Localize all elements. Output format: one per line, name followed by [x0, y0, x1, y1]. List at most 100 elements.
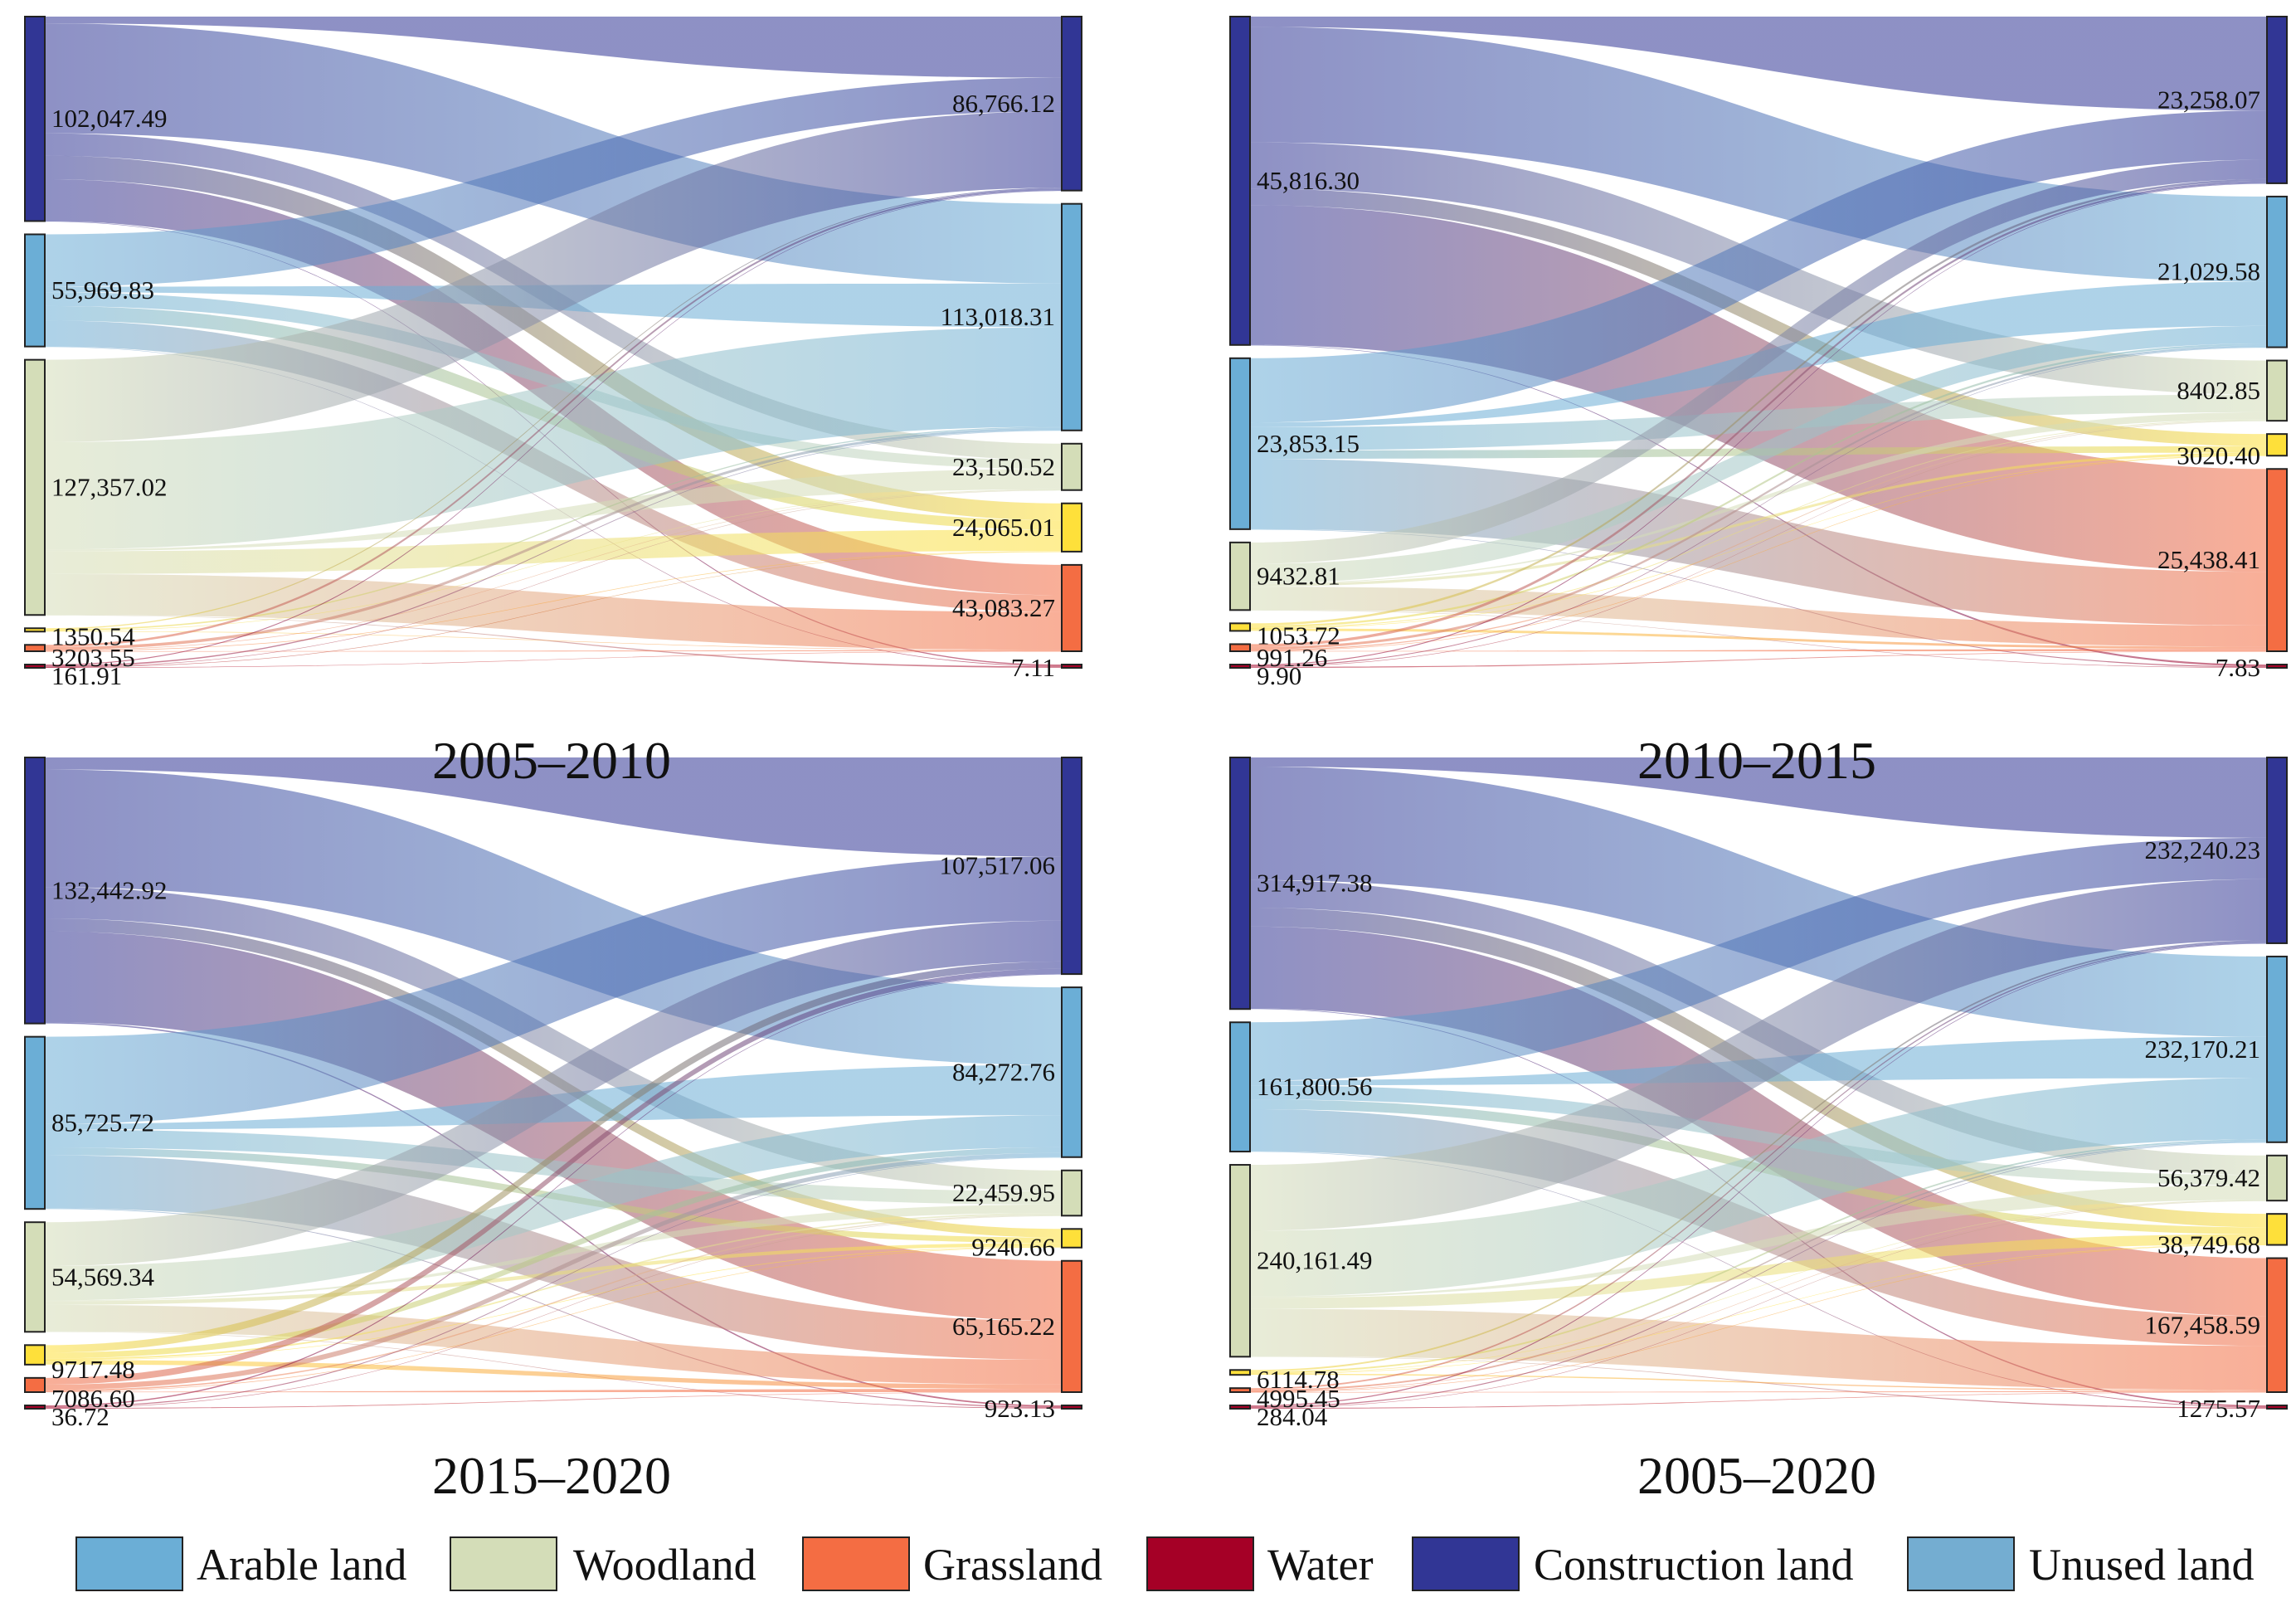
flow-arable-land-to-water [1250, 528, 2267, 668]
left-node-bar-construction-land [24, 16, 46, 222]
right-node-water: 923.13 [985, 1394, 1082, 1423]
right-node-grassland: 25,438.41 [2157, 468, 2288, 653]
left-node-label-unused-land: 6114.78 [1257, 1365, 1340, 1394]
right-node-bar-arable-land [2266, 955, 2288, 1143]
flows-2005-2020 [1250, 757, 2267, 1409]
flow-unused-land-to-grassland [45, 631, 1062, 650]
right-node-label-construction-land: 107,517.06 [940, 851, 1056, 880]
left-node-water: 161.91 [24, 661, 122, 690]
right-node-bar-construction-land [2266, 757, 2288, 944]
flow-woodland-to-grassland [45, 573, 1062, 650]
flow-woodland-to-arable-land [45, 1115, 1062, 1301]
flow-water-to-woodland [1250, 1200, 2267, 1409]
right-node-bar-grassland [1061, 1259, 1082, 1394]
right-node-label-grassland: 65,165.22 [952, 1312, 1055, 1341]
left-node-grassland: 4995.45 [1229, 1384, 1340, 1413]
left-node-bar-arable-land [24, 1035, 46, 1210]
right-node-unused-land: 24,065.01 [952, 502, 1082, 553]
left-node-bar-woodland [24, 358, 46, 616]
right-node-water: 1275.57 [2177, 1394, 2288, 1423]
flow-construction-land-to-arable-land [45, 23, 1062, 284]
flow-grassland-to-unused-land [45, 1247, 1062, 1392]
flow-grassland-to-unused-land [1250, 455, 2267, 651]
flow-grassland-to-grassland [45, 650, 1062, 652]
right-node-bar-unused-land [1061, 1228, 1082, 1249]
flow-arable-land-to-woodland [1250, 394, 2267, 450]
right-node-label-arable-land: 232,170.21 [2145, 1035, 2261, 1064]
right-node-woodland: 8402.85 [2177, 359, 2288, 422]
legend-item-grassland: Grassland [802, 1536, 1102, 1591]
flow-woodland-to-unused-land [45, 529, 1062, 574]
right-node-bar-unused-land [2266, 433, 2288, 457]
flow-woodland-to-arable-land [1250, 1078, 2267, 1297]
left-node-grassland: 7086.60 [24, 1376, 135, 1413]
left-node-label-unused-land: 9717.48 [51, 1355, 135, 1384]
right-node-label-arable-land: 113,018.31 [941, 302, 1055, 331]
flow-grassland-to-arable-land [1250, 345, 2267, 650]
flow-unused-land-to-construction-land [1250, 178, 2267, 626]
flow-unused-land-to-grassland [1250, 628, 2267, 650]
left-node-bar-unused-land [1229, 622, 1251, 632]
flow-construction-land-to-construction-land [1250, 17, 2267, 111]
right-node-label-unused-land: 24,065.01 [952, 513, 1055, 542]
left-node-construction-land: 45,816.30 [1229, 16, 1360, 346]
flow-grassland-to-arable-land [45, 427, 1062, 650]
flow-grassland-to-grassland [45, 1389, 1062, 1393]
right-node-bar-grassland [1061, 563, 1082, 652]
right-node-woodland: 23,150.52 [952, 442, 1082, 491]
flows-2015-2020 [45, 757, 1062, 1409]
right-node-woodland: 56,379.42 [2157, 1154, 2288, 1202]
flow-woodland-to-arable-land [45, 327, 1062, 550]
left-node-arable-land: 23,853.15 [1229, 357, 1360, 530]
flow-construction-land-to-grassland [1250, 205, 2267, 572]
left-node-label-unused-land: 1053.72 [1257, 621, 1340, 650]
right-node-label-woodland: 56,379.42 [2157, 1163, 2260, 1192]
legend-item-construction-land: Construction land [1412, 1536, 1853, 1591]
left-node-arable-land: 161,800.56 [1229, 1021, 1373, 1153]
left-node-woodland: 54,569.34 [24, 1221, 155, 1333]
right-node-bar-construction-land [1061, 16, 1082, 192]
left-node-unused-land: 9717.48 [24, 1344, 135, 1384]
flow-unused-land-to-unused-land [1250, 455, 2267, 630]
left-node-label-grassland: 991.26 [1257, 643, 1327, 672]
flow-grassland-to-construction-land [1250, 181, 2267, 647]
flow-grassland-to-woodland [1250, 1200, 2267, 1392]
left-node-label-construction-land: 45,816.30 [1257, 166, 1360, 195]
right-node-label-woodland: 22,459.95 [952, 1178, 1055, 1207]
flow-arable-land-to-water [45, 346, 1062, 667]
left-node-bar-unused-land [24, 1344, 46, 1366]
right-node-bar-woodland [1061, 1169, 1082, 1217]
flow-unused-land-to-construction-land [45, 961, 1062, 1353]
flow-arable-land-to-construction-land [45, 77, 1062, 287]
flow-unused-land-to-woodland [45, 489, 1062, 631]
right-node-label-unused-land: 3020.40 [2177, 441, 2260, 470]
flow-woodland-to-arable-land [1250, 325, 2267, 583]
panel-title-2015-2020: 2015–2020 [432, 1446, 671, 1505]
left-node-label-arable-land: 55,969.83 [51, 275, 154, 304]
left-node-woodland: 127,357.02 [24, 358, 168, 616]
flow-unused-land-to-unused-land [45, 1246, 1062, 1361]
flow-construction-land-to-construction-land [45, 757, 1062, 857]
flow-woodland-to-construction-land [45, 920, 1062, 1267]
right-node-construction-land: 86,766.12 [952, 16, 1082, 192]
flow-woodland-to-unused-land [45, 1243, 1062, 1305]
left-node-label-construction-land: 314,917.38 [1257, 869, 1373, 898]
right-node-bar-grassland [2266, 1257, 2288, 1394]
legend-item-unused-land: Unused land [1907, 1536, 2254, 1591]
left-node-woodland: 9432.81 [1229, 541, 1340, 611]
right-node-bar-construction-land [2266, 16, 2288, 184]
right-node-label-grassland: 43,083.27 [952, 593, 1055, 622]
left-node-unused-land: 1053.72 [1229, 621, 1340, 650]
right-node-arable-land: 113,018.31 [941, 202, 1082, 431]
flow-woodland-to-unused-land [1250, 1234, 2267, 1309]
right-node-grassland: 43,083.27 [952, 563, 1082, 652]
flow-unused-land-to-woodland [45, 1213, 1062, 1361]
left-node-bar-grassland [24, 1376, 46, 1394]
right-node-unused-land: 38,749.68 [2157, 1213, 2288, 1259]
flow-arable-land-to-woodland [45, 292, 1062, 470]
left-node-bar-unused-land [1229, 1369, 1251, 1376]
flow-construction-land-to-construction-land [1250, 757, 2267, 838]
legend-label-arable-land: Arable land [197, 1540, 406, 1590]
flow-grassland-to-arable-land [1250, 1141, 2267, 1392]
right-node-grassland: 65,165.22 [952, 1259, 1082, 1394]
